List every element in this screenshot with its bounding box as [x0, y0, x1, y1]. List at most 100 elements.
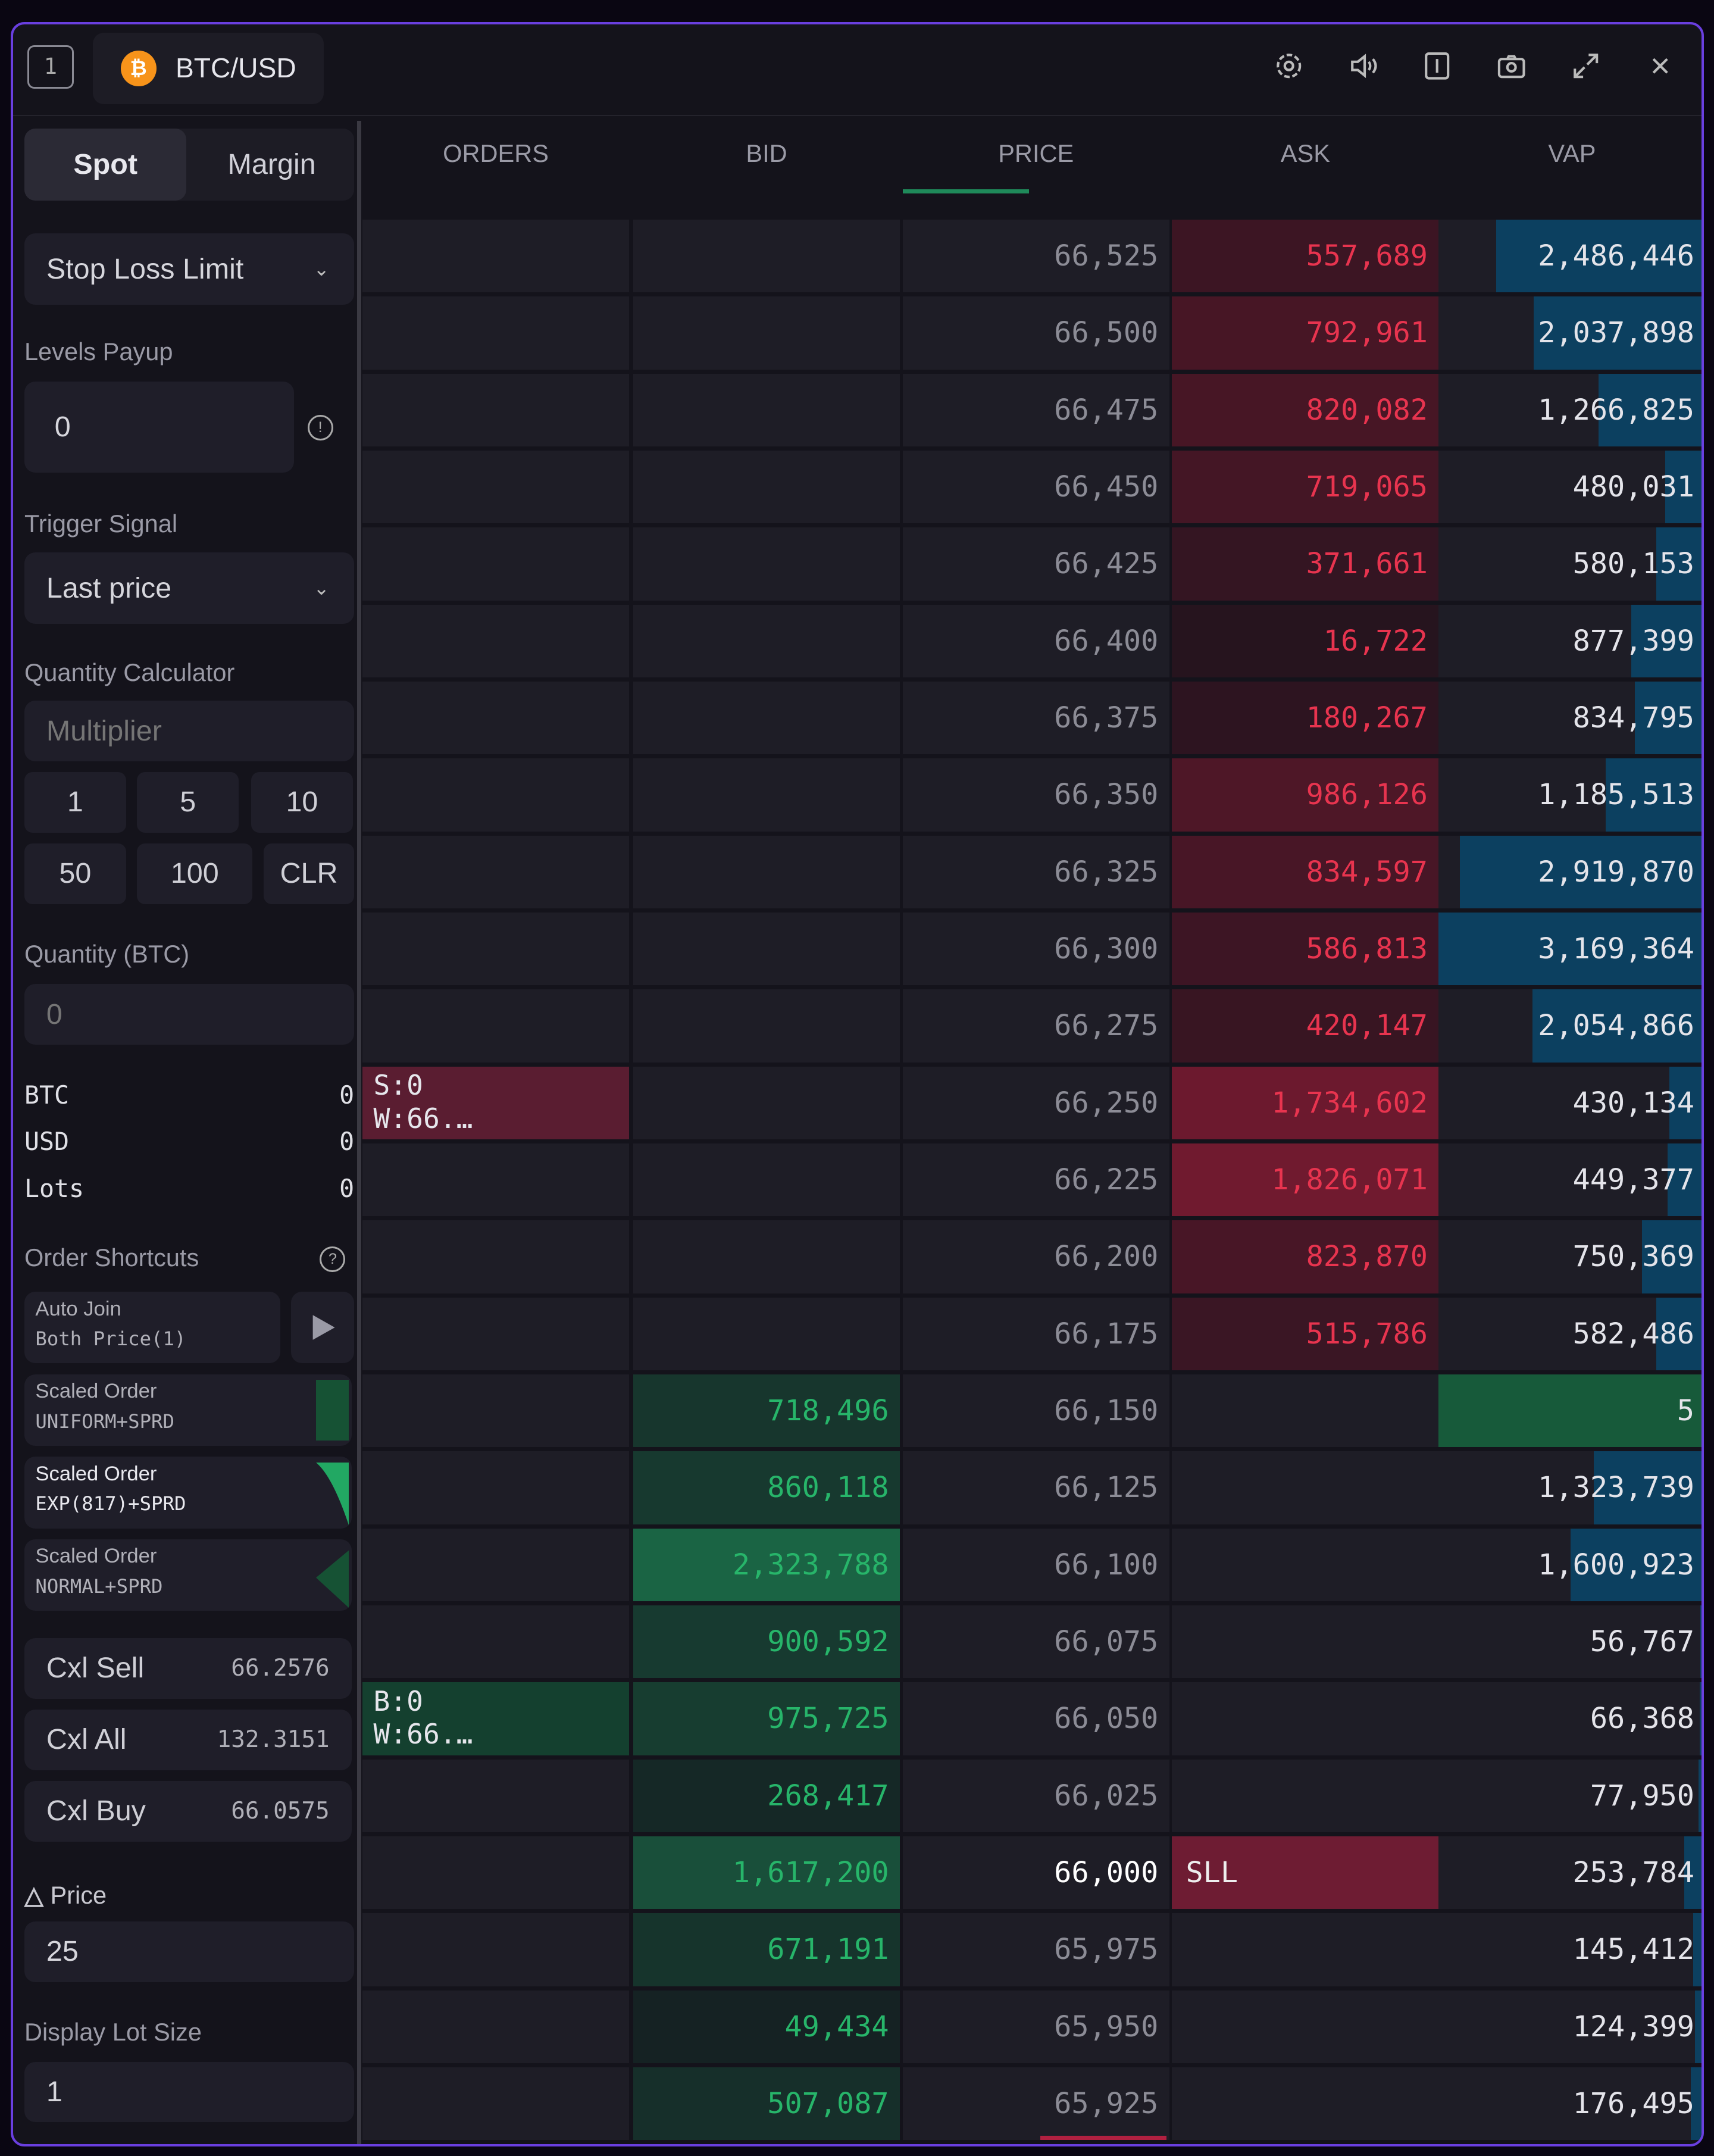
bid-cell[interactable] — [633, 1143, 900, 1217]
ask-cell[interactable]: 515,786 — [1172, 1297, 1439, 1370]
vap-cell[interactable]: 124,399 — [1438, 1990, 1702, 2063]
ask-cell[interactable]: 1,826,071 — [1172, 1143, 1439, 1217]
ask-cell[interactable] — [1172, 1605, 1439, 1679]
levels-payup-input[interactable]: 0 — [24, 382, 294, 473]
vap-cell[interactable]: 834,795 — [1438, 681, 1702, 755]
price-cell[interactable]: 66,025 — [902, 1759, 1169, 1832]
help-icon[interactable]: ? — [320, 1246, 346, 1272]
ask-cell[interactable]: 792,961 — [1172, 296, 1439, 370]
vap-cell[interactable]: 253,784 — [1438, 1836, 1702, 1910]
orders-cell[interactable] — [362, 1528, 630, 1601]
ask-cell[interactable]: 16,722 — [1172, 604, 1439, 677]
vap-cell[interactable]: 1,266,825 — [1438, 373, 1702, 446]
price-cell[interactable]: 66,450 — [902, 450, 1169, 524]
vap-cell[interactable]: 877,399 — [1438, 604, 1702, 677]
price-cell[interactable]: 66,275 — [902, 989, 1169, 1063]
orders-cell[interactable] — [362, 1297, 630, 1370]
bid-cell[interactable] — [633, 912, 900, 986]
orders-cell[interactable] — [362, 373, 630, 446]
bid-cell[interactable] — [633, 1220, 900, 1293]
bid-cell[interactable] — [633, 604, 900, 677]
ask-cell[interactable] — [1172, 2067, 1439, 2141]
bid-cell[interactable] — [633, 989, 900, 1063]
bid-cell[interactable] — [633, 1066, 900, 1139]
ask-cell[interactable] — [1172, 1990, 1439, 2063]
quick-button-100[interactable]: 100 — [137, 843, 253, 904]
volume-icon[interactable] — [1347, 49, 1380, 82]
quick-button-50[interactable]: 50 — [24, 843, 126, 904]
bid-cell[interactable]: 718,496 — [633, 1374, 900, 1448]
vap-cell[interactable]: 2,486,446 — [1438, 219, 1702, 293]
vap-cell[interactable]: 580,153 — [1438, 527, 1702, 601]
cancel-buy-button[interactable]: Cxl Buy 66.0575 — [24, 1781, 352, 1842]
shortcut-scaled-exp[interactable]: Scaled Order EXP(817)+SPRD — [24, 1457, 352, 1529]
multiplier-input[interactable] — [24, 701, 355, 761]
cancel-sell-button[interactable]: Cxl Sell 66.2576 — [24, 1638, 352, 1699]
ask-cell[interactable]: 823,870 — [1172, 1220, 1439, 1293]
clear-button[interactable]: CLR — [263, 843, 355, 904]
vap-cell[interactable]: 1,600,923 — [1438, 1528, 1702, 1601]
ask-cell[interactable]: 557,689 — [1172, 219, 1439, 293]
vap-cell[interactable]: 1,185,513 — [1438, 758, 1702, 832]
price-cell[interactable]: 66,375 — [902, 681, 1169, 755]
bid-cell[interactable]: 975,725 — [633, 1682, 900, 1755]
bid-cell[interactable] — [633, 219, 900, 293]
order-type-select[interactable]: Stop Loss Limit ⌄ — [24, 233, 355, 305]
price-cell[interactable]: 66,150 — [902, 1374, 1169, 1448]
ask-cell[interactable] — [1172, 1451, 1439, 1524]
vap-cell[interactable]: 56,767 — [1438, 1605, 1702, 1679]
vap-cell[interactable]: 3,169,364 — [1438, 912, 1702, 986]
price-cell[interactable]: 66,075 — [902, 1605, 1169, 1679]
trigger-signal-select[interactable]: Last price ⌄ — [24, 552, 355, 624]
price-cell[interactable]: 66,200 — [902, 1220, 1169, 1293]
vap-cell[interactable]: 66,368 — [1438, 1682, 1702, 1755]
ask-cell[interactable]: 420,147 — [1172, 989, 1439, 1063]
price-cell[interactable]: 66,250 — [902, 1066, 1169, 1139]
ask-cell[interactable]: 820,082 — [1172, 373, 1439, 446]
ask-cell[interactable] — [1172, 1682, 1439, 1755]
symbol-selector[interactable]: ₿ BTC/USD — [93, 32, 324, 104]
tab-spot[interactable]: Spot — [24, 129, 187, 201]
price-cell[interactable]: 66,175 — [902, 1297, 1169, 1370]
price-cell[interactable]: 66,475 — [902, 373, 1169, 446]
window-index[interactable]: 1 — [27, 45, 74, 89]
orders-cell[interactable]: S:0 W:66.… — [362, 1066, 630, 1139]
orders-cell[interactable] — [362, 989, 630, 1063]
orders-cell[interactable] — [362, 758, 630, 832]
shortcut-scaled-uniform[interactable]: Scaled Order UNIFORM+SPRD — [24, 1374, 352, 1446]
bid-cell[interactable]: 268,417 — [633, 1759, 900, 1832]
expand-icon[interactable] — [1569, 49, 1602, 82]
price-cell[interactable]: 66,050 — [902, 1682, 1169, 1755]
run-shortcut-button[interactable] — [290, 1292, 355, 1364]
settings-icon[interactable] — [1272, 49, 1305, 82]
ask-cell[interactable] — [1172, 1528, 1439, 1601]
ask-cell[interactable]: 180,267 — [1172, 681, 1439, 755]
layout-icon[interactable] — [1421, 49, 1453, 82]
vap-cell[interactable]: 449,377 — [1438, 1143, 1702, 1217]
orders-cell[interactable] — [362, 912, 630, 986]
orders-cell[interactable] — [362, 450, 630, 524]
orders-cell[interactable] — [362, 1451, 630, 1524]
vap-cell[interactable]: 2,919,870 — [1438, 835, 1702, 908]
price-cell[interactable]: 66,225 — [902, 1143, 1169, 1217]
ask-cell[interactable] — [1172, 1913, 1439, 1986]
price-cell[interactable]: 65,950 — [902, 1990, 1169, 2063]
price-cell[interactable]: 66,500 — [902, 296, 1169, 370]
bid-cell[interactable] — [633, 835, 900, 908]
bid-cell[interactable]: 2,323,788 — [633, 1528, 900, 1601]
shortcut-scaled-normal[interactable]: Scaled Order NORMAL+SPRD — [24, 1539, 352, 1611]
ask-cell[interactable] — [1172, 1374, 1439, 1448]
price-cell[interactable]: 66,350 — [902, 758, 1169, 832]
bid-cell[interactable]: 507,087 — [633, 2067, 900, 2141]
vap-cell[interactable]: 750,369 — [1438, 1220, 1702, 1293]
orders-cell[interactable] — [362, 1143, 630, 1217]
orders-cell[interactable] — [362, 681, 630, 755]
bid-cell[interactable]: 1,617,200 — [633, 1836, 900, 1910]
price-cell[interactable]: 66,000 — [902, 1836, 1169, 1910]
price-cell[interactable]: 66,400 — [902, 604, 1169, 677]
orders-cell[interactable] — [362, 1759, 630, 1832]
bid-cell[interactable] — [633, 450, 900, 524]
orders-cell[interactable] — [362, 604, 630, 677]
quick-button-5[interactable]: 5 — [137, 772, 239, 833]
vap-cell[interactable]: 430,134 — [1438, 1066, 1702, 1139]
